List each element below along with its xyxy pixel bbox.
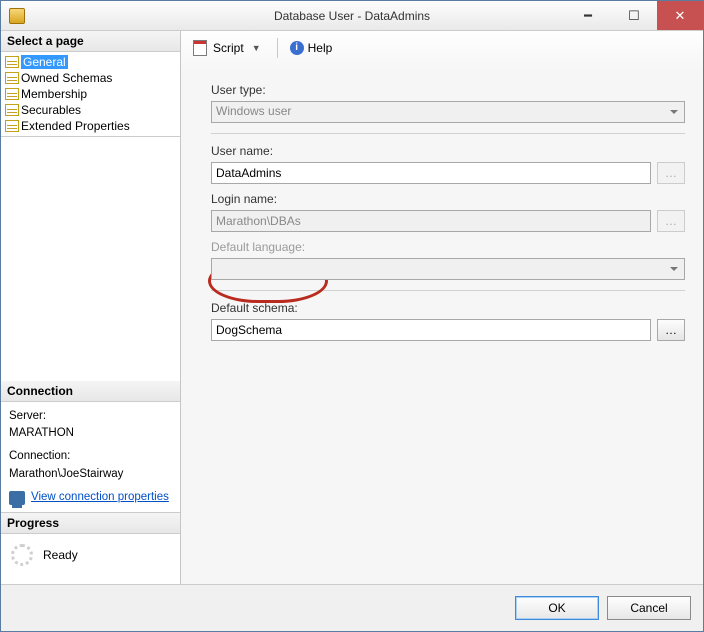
page-icon: [5, 120, 19, 132]
page-label: Membership: [21, 87, 87, 101]
progress-header: Progress: [1, 513, 180, 534]
separator: [211, 290, 685, 291]
page-label: Securables: [21, 103, 81, 117]
page-icon: [5, 56, 19, 68]
progress-panel: Progress Ready: [1, 513, 180, 584]
toolbar: Script ▼ i Help: [181, 31, 703, 65]
login-name-input: [211, 210, 651, 232]
main-panel: Script ▼ i Help User type: Windows user: [181, 31, 703, 584]
page-item-extended-properties[interactable]: Extended Properties: [3, 118, 178, 134]
cancel-label: Cancel: [630, 601, 667, 615]
body-area: Select a page General Owned Schemas Memb…: [1, 31, 703, 585]
page-label: General: [21, 55, 68, 69]
user-type-label: User type:: [211, 83, 685, 97]
progress-spinner-icon: [11, 544, 33, 566]
default-schema-browse-button[interactable]: …: [657, 319, 685, 341]
app-icon: [9, 8, 25, 24]
page-icon: [5, 104, 19, 116]
user-type-value: Windows user: [216, 104, 291, 118]
script-dropdown-icon[interactable]: ▼: [248, 43, 265, 53]
default-schema-input[interactable]: [211, 319, 651, 341]
connection-body: Server: MARATHON Connection: Marathon\Jo…: [1, 402, 180, 512]
pages-panel: Select a page General Owned Schemas Memb…: [1, 31, 180, 137]
page-item-membership[interactable]: Membership: [3, 86, 178, 102]
separator: [211, 133, 685, 134]
script-icon: [193, 40, 209, 56]
page-item-general[interactable]: General: [3, 54, 178, 70]
view-connection-properties-link[interactable]: View connection properties: [31, 489, 169, 506]
ok-label: OK: [548, 601, 565, 615]
connection-icon: [9, 491, 25, 505]
connection-label: Connection:: [9, 448, 172, 465]
connection-header: Connection: [1, 381, 180, 402]
default-language-label: Default language:: [211, 240, 685, 254]
dialog-footer: OK Cancel: [1, 585, 703, 631]
connection-value: Marathon\JoeStairway: [9, 466, 172, 483]
user-name-label: User name:: [211, 144, 685, 158]
pages-header: Select a page: [1, 31, 180, 52]
page-label: Owned Schemas: [21, 71, 112, 85]
ok-button[interactable]: OK: [515, 596, 599, 620]
progress-status: Ready: [43, 548, 78, 562]
script-button[interactable]: Script ▼: [189, 38, 269, 58]
help-label: Help: [308, 41, 333, 55]
window-buttons: ━ ☐ ✕: [565, 1, 703, 30]
help-button[interactable]: i Help: [286, 39, 337, 57]
default-schema-label: Default schema:: [211, 301, 685, 315]
page-item-owned-schemas[interactable]: Owned Schemas: [3, 70, 178, 86]
title-bar: Database User - DataAdmins ━ ☐ ✕: [1, 1, 703, 31]
page-item-securables[interactable]: Securables: [3, 102, 178, 118]
user-name-browse-button: …: [657, 162, 685, 184]
progress-body: Ready: [1, 534, 180, 584]
maximize-button[interactable]: ☐: [611, 1, 657, 30]
help-icon: i: [290, 41, 304, 55]
connection-panel: Connection Server: MARATHON Connection: …: [1, 381, 180, 513]
form-area: User type: Windows user User name: … Log…: [181, 65, 703, 351]
cancel-button[interactable]: Cancel: [607, 596, 691, 620]
minimize-button[interactable]: ━: [565, 1, 611, 30]
page-label: Extended Properties: [21, 119, 130, 133]
title-prefix: Database User -: [274, 9, 361, 23]
user-name-input[interactable]: [211, 162, 651, 184]
title-name: DataAdmins: [365, 9, 430, 23]
server-value: MARATHON: [9, 425, 172, 442]
server-label: Server:: [9, 408, 172, 425]
sidebar: Select a page General Owned Schemas Memb…: [1, 31, 181, 584]
dialog-window: Database User - DataAdmins ━ ☐ ✕ Select …: [0, 0, 704, 632]
pages-list: General Owned Schemas Membership Securab…: [1, 52, 180, 136]
page-icon: [5, 88, 19, 100]
toolbar-separator: [277, 38, 278, 58]
page-icon: [5, 72, 19, 84]
login-name-browse-button: …: [657, 210, 685, 232]
close-button[interactable]: ✕: [657, 1, 703, 30]
user-type-select[interactable]: Windows user: [211, 101, 685, 123]
script-label: Script: [213, 41, 244, 55]
login-name-label: Login name:: [211, 192, 685, 206]
default-language-select: [211, 258, 685, 280]
